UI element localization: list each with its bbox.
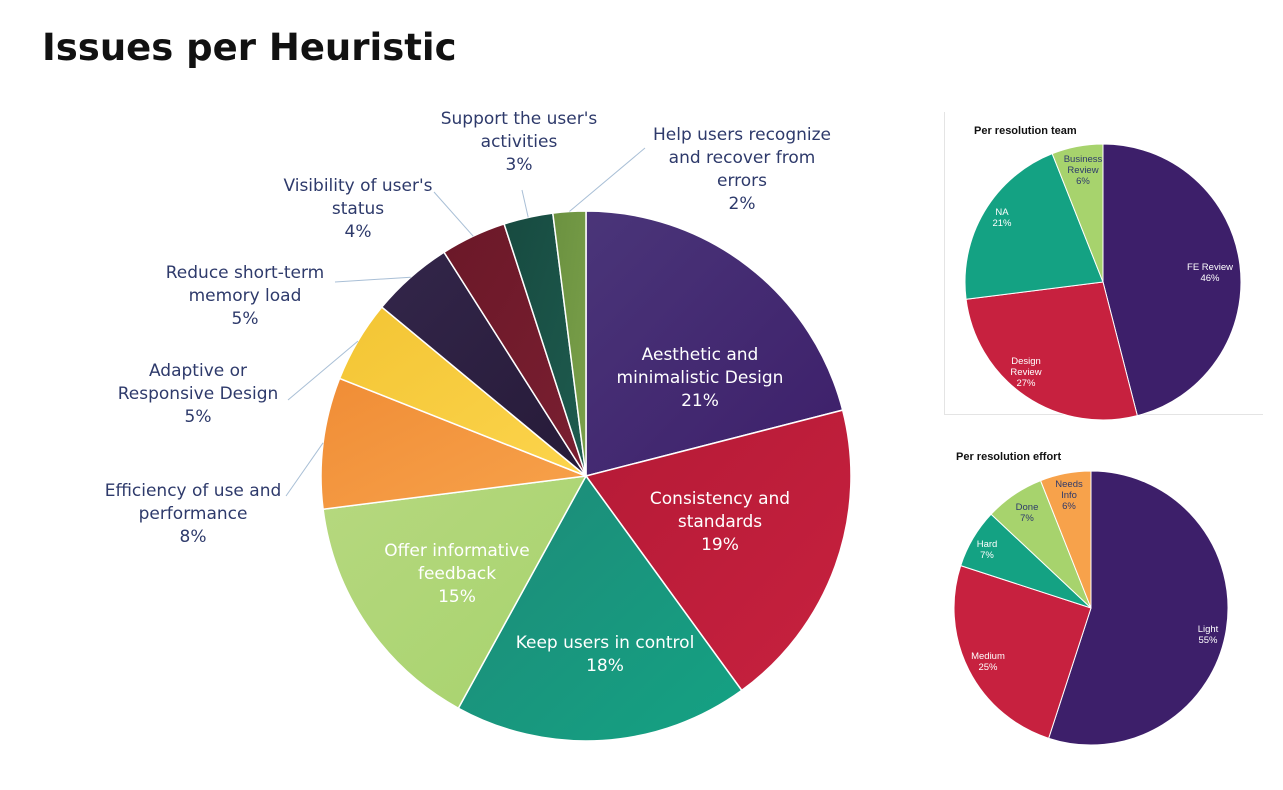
pie-slice-consistency-and-standards: [584, 409, 852, 692]
small-chart-title: Per resolution team: [974, 125, 1077, 137]
pie-label-design-review: Design Review 27%: [1010, 356, 1041, 389]
pie-label-medium: Medium 25%: [971, 651, 1005, 673]
pie-slice-design-review: [965, 281, 1138, 421]
pie-slice-efficiency-of-use-and-performance: [320, 377, 587, 511]
pie-label-done: Done 7%: [1016, 502, 1039, 524]
pie-slice-needs-info: [1039, 470, 1092, 609]
pie-label-light: Light 55%: [1198, 624, 1219, 646]
leader-line-help-users-recognize-and-recover-from-errors: [569, 147, 646, 212]
pie-label-adaptive-or-responsive-design: Adaptive or Responsive Design 5%: [118, 361, 279, 427]
pie-slice-fe-review: [1102, 143, 1242, 417]
pie-label-aesthetic-and-minimalistic-design: Aesthetic and minimalistic Design 21%: [617, 345, 784, 411]
resolution-effort-pie-chart: Per resolution effort Light 55% Medium 25% Ha…: [953, 451, 1229, 746]
pie-slice-light: [1048, 470, 1229, 746]
pie-label-fe-review: FE Review 46%: [1187, 262, 1233, 284]
pie-slice-help-users-recognize-and-recover-from-errors: [551, 210, 587, 477]
pie-slice-aesthetic-and-minimalistic-design: [585, 210, 844, 477]
resolution-team-pie-chart: Per resolution team FE Review 46% Design Rev…: [964, 125, 1242, 421]
pie-label-needs-info: Needs Info 6%: [1055, 479, 1083, 512]
pie-slice-keep-users-in-control: [457, 474, 743, 742]
pie-slice-offer-informative-feedback: [322, 475, 588, 710]
pie-label-hard: Hard 7%: [977, 539, 998, 561]
pie-slice-na: [964, 153, 1104, 300]
pie-label-consistency-and-standards: Consistency and standards 19%: [650, 489, 790, 555]
pie-label-support-the-user-s-activities: Support the user's activities 3%: [441, 109, 598, 175]
pie-label-business-review: Business Review 6%: [1064, 154, 1103, 187]
leader-line-adaptive-or-responsive-design: [287, 340, 359, 401]
leader-line-reduce-short-term-memory-load: [334, 276, 411, 283]
leader-line-visibility-of-user-s-status: [433, 191, 474, 237]
pie-label-efficiency-of-use-and-performance: Efficiency of use and performance 8%: [105, 481, 282, 547]
pie-slice-medium: [953, 565, 1092, 739]
leader-line-efficiency-of-use-and-performance: [285, 442, 324, 497]
pie-label-help-users-recognize-and-recover-from-errors: Help users recognize and recover from erro…: [653, 125, 831, 214]
pie-label-offer-informative-feedback: Offer informative feedback 15%: [384, 541, 529, 607]
leader-line-support-the-user-s-activities: [521, 189, 529, 218]
page-title: Issues per Heuristic: [42, 26, 457, 69]
pie-label-visibility-of-user-s-status: Visibility of user's status 4%: [283, 176, 432, 242]
pie-label-na: NA 21%: [992, 207, 1012, 229]
pie-label-keep-users-in-control: Keep users in control 18%: [516, 633, 695, 676]
pie-label-reduce-short-term-memory-load: Reduce short-term memory load 5%: [166, 263, 324, 329]
heuristic-pie-chart: Aesthetic and minimalistic Design 21% Consi…: [105, 109, 852, 742]
pie-slice-business-review: [1051, 143, 1104, 283]
small-chart-title: Per resolution effort: [956, 451, 1061, 463]
